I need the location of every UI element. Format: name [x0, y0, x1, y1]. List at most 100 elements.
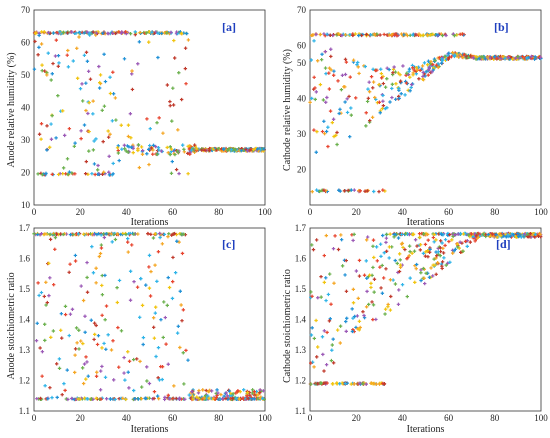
scatter-point [326, 144, 330, 149]
scatter-point [53, 247, 57, 252]
scatter-point [136, 232, 140, 236]
scatter-point [48, 237, 53, 242]
scatter-point [371, 244, 375, 248]
scatter-point [336, 247, 341, 252]
scatter-point [67, 127, 72, 131]
scatter-point [342, 85, 346, 89]
scatter-point [438, 253, 442, 258]
scatter-point [149, 269, 153, 274]
scatter-point [147, 162, 151, 167]
scatter-point [344, 319, 348, 324]
scatter-point [103, 79, 108, 84]
scatter-point [320, 52, 324, 56]
scatter-point [166, 275, 170, 280]
scatter-point [426, 238, 430, 242]
scatter-point [378, 33, 382, 37]
scatter-point [170, 159, 174, 164]
scatter-point [375, 259, 380, 263]
panel-c-tag: [c] [222, 237, 235, 251]
scatter-point [452, 33, 457, 38]
scatter-point [436, 250, 441, 254]
scatter-point [211, 396, 216, 401]
scatter-point [500, 55, 505, 59]
scatter-point [104, 304, 109, 308]
scatter-point [84, 81, 88, 85]
scatter-point [34, 338, 39, 343]
scatter-point [468, 234, 472, 239]
scatter-point [349, 113, 353, 117]
scatter-point [147, 286, 152, 290]
scatter-point [378, 265, 382, 269]
scatter-point [308, 100, 312, 105]
scatter-point [358, 325, 362, 330]
scatter-point [48, 276, 52, 280]
scatter-point [147, 253, 152, 258]
scatter-point [452, 233, 457, 237]
scatter-point [474, 57, 478, 61]
scatter-point [231, 392, 235, 396]
scatter-point [432, 232, 436, 237]
scatter-point [426, 255, 430, 259]
scatter-point [410, 251, 414, 255]
scatter-point [390, 86, 394, 91]
scatter-point [176, 324, 181, 329]
scatter-point [127, 386, 131, 390]
scatter-point [116, 144, 120, 148]
scatter-point [100, 346, 104, 350]
scatter-point [440, 58, 444, 63]
scatter-point [202, 396, 206, 400]
scatter-point [398, 73, 402, 77]
scatter-point [329, 358, 334, 363]
panel-a-ytick: 10 [21, 200, 31, 210]
scatter-point [344, 258, 348, 263]
scatter-point [203, 148, 207, 153]
scatter-point [508, 234, 512, 239]
scatter-point [418, 248, 423, 252]
scatter-point [349, 188, 354, 192]
scatter-point [357, 258, 362, 263]
scatter-point [351, 33, 355, 37]
scatter-point [403, 93, 407, 97]
panel-d-ytick: 1.4 [295, 315, 307, 325]
scatter-point [156, 31, 160, 35]
scatter-point [443, 243, 447, 248]
scatter-point [423, 281, 427, 286]
scatter-point [405, 71, 409, 75]
scatter-point [383, 312, 387, 316]
scatter-point [85, 275, 89, 280]
panel-a-yticks: 10 20 30 40 50 60 70 [21, 5, 31, 210]
scatter-point [98, 73, 103, 77]
scatter-point [237, 397, 241, 401]
scatter-point [443, 54, 447, 59]
scatter-point [90, 244, 94, 249]
scatter-point [393, 70, 398, 74]
scatter-point [83, 314, 87, 318]
scatter-point [177, 71, 181, 75]
scatter-point [321, 98, 326, 102]
scatter-point [390, 82, 395, 86]
scatter-point [49, 78, 53, 82]
scatter-point [46, 397, 50, 401]
scatter-point [183, 397, 187, 401]
scatter-point [167, 232, 171, 236]
scatter-point [51, 61, 55, 66]
scatter-point [145, 365, 149, 369]
panel-d-ytick: 1.6 [295, 254, 307, 264]
scatter-point [100, 292, 105, 297]
scatter-point [405, 294, 409, 299]
scatter-point [137, 40, 142, 44]
scatter-point [170, 279, 175, 284]
scatter-point [344, 289, 349, 293]
scatter-point [332, 134, 336, 139]
scatter-point [383, 307, 388, 311]
scatter-point [364, 32, 369, 37]
scatter-point [141, 342, 145, 347]
scatter-point [201, 388, 205, 392]
scatter-point [138, 277, 143, 281]
scatter-point [110, 240, 114, 244]
scatter-point [324, 129, 329, 134]
scatter-point [89, 318, 93, 322]
scatter-point [326, 125, 330, 129]
scatter-point [330, 348, 334, 352]
scatter-point [372, 255, 376, 260]
